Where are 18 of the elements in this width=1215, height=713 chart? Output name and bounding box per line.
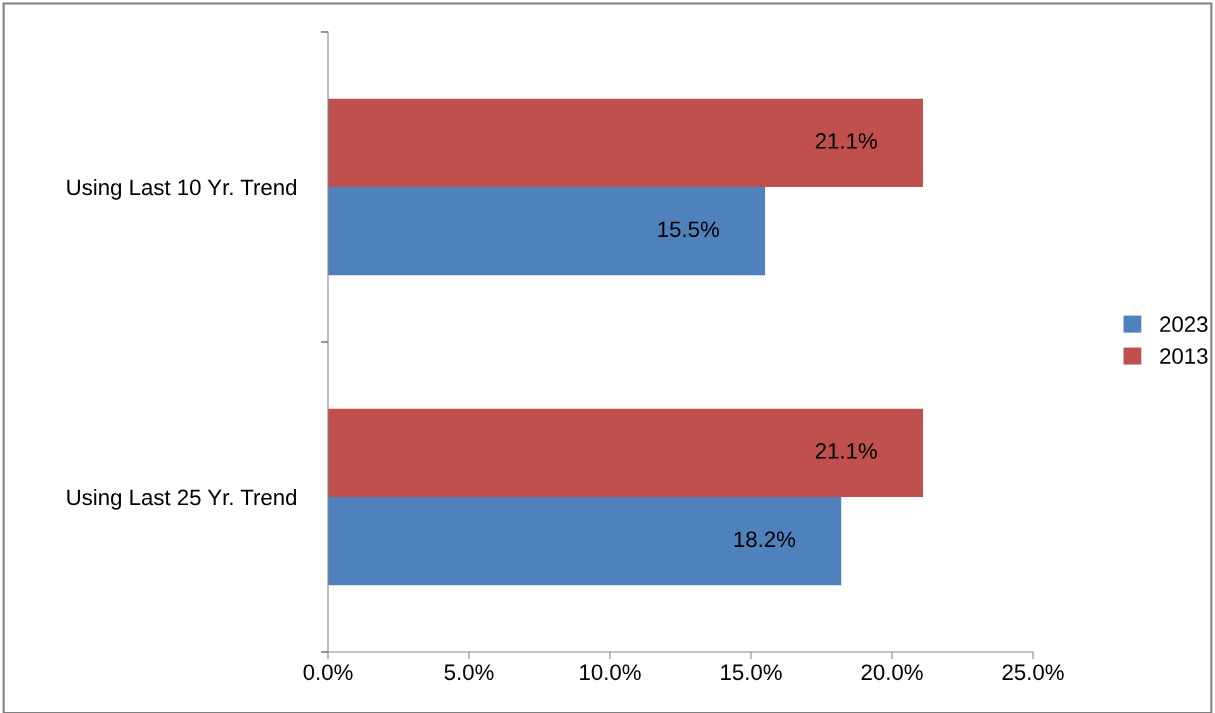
x-tick-label: 25.0%: [1002, 664, 1064, 681]
y-tick-label: Using Last 25 Yr. Trend: [67, 488, 297, 510]
y-tick-label: Using Last 10 Yr. Trend: [67, 178, 297, 200]
bar: [328, 187, 766, 276]
bar: [328, 497, 842, 586]
x-tick-label: 5.0%: [444, 664, 494, 681]
legend-label: 2013: [1160, 348, 1208, 364]
bar: [328, 98, 924, 187]
bar: [328, 408, 924, 497]
legend-label: 2023: [1160, 316, 1208, 333]
x-tick-label: 20.0%: [861, 664, 923, 681]
x-tick-label: 15.0%: [721, 664, 782, 681]
x-tick-label: 10.0%: [580, 664, 641, 681]
data-label: 15.5%: [658, 221, 719, 238]
data-label: 21.1%: [815, 133, 877, 149]
data-label: 21.1%: [815, 443, 877, 459]
data-label: 18.2%: [734, 531, 796, 548]
x-tick-label: 0.0%: [303, 664, 353, 681]
